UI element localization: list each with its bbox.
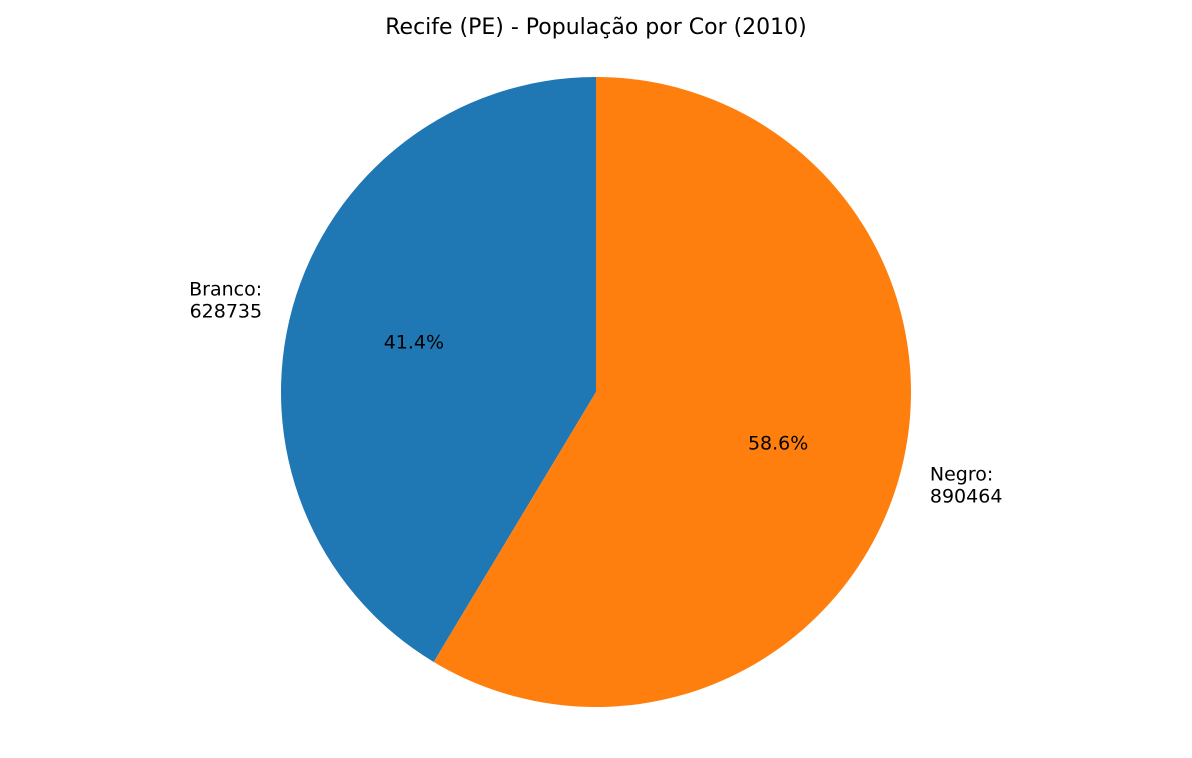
pie-labels: Branco: 628735 41.4% Negro: 890464 58.6% [189,278,1002,507]
slice-label-branco: Branco: 628735 [189,278,262,322]
chart-title: Recife (PE) - População por Cor (2010) [385,15,807,40]
pie-slice-negro [433,77,912,707]
slice-percent-branco: 41.4% [384,331,444,353]
pie-slice-branco [281,77,596,662]
pie-slices [281,77,912,707]
slice-label-negro: Negro: 890464 [930,464,1003,508]
slice-percent-negro: 58.6% [748,433,808,455]
